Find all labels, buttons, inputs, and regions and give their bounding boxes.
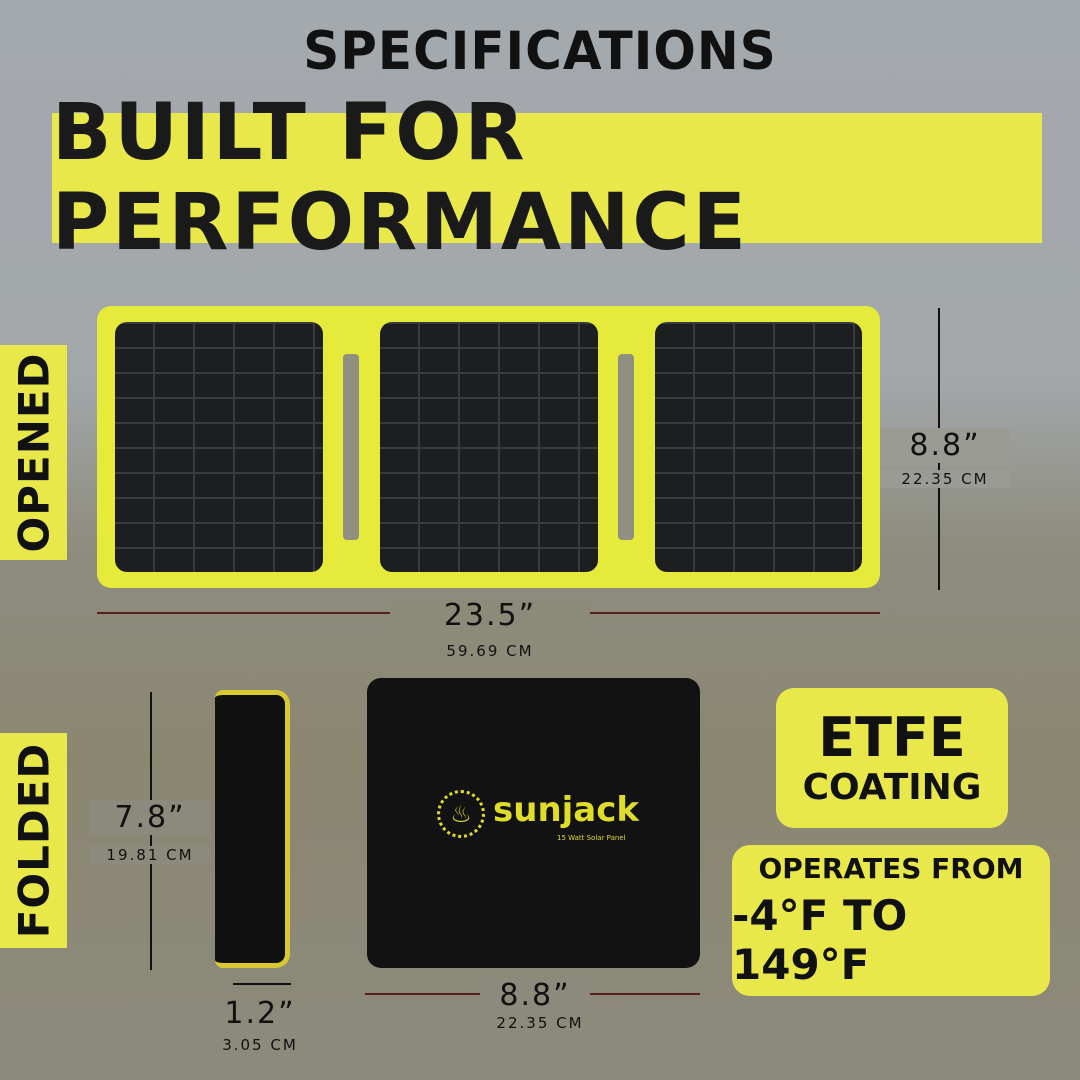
folded-width: 8.8” [480, 978, 590, 1013]
temperature-range: -4°F TO 149°F [732, 891, 908, 989]
folded-label: FOLDED [0, 733, 67, 948]
brand-logo: sunjack [493, 790, 640, 830]
solar-cell-panel [655, 322, 862, 572]
folded-depth: 1.2” [224, 996, 296, 1031]
page-title: SPECIFICATIONS [303, 20, 777, 82]
opened-label: OPENED [0, 345, 67, 560]
panel-slot [343, 354, 359, 540]
sun-flame-icon: ♨ [437, 790, 485, 838]
folded-width-cm: 22.35 CM [496, 1014, 584, 1032]
folded-side-view [215, 690, 290, 968]
logo-subtitle: 15 Watt Solar Panel [557, 834, 626, 842]
folded-panel-front: ♨ sunjack 15 Watt Solar Panel [367, 678, 700, 968]
solar-cell-panel [115, 322, 323, 572]
folded-height-cm: 19.81 CM [90, 846, 210, 864]
opened-width-cm: 59.69 CM [446, 642, 534, 660]
opened-width: 23.5” [390, 598, 590, 633]
opened-height: 8.8” [880, 428, 1010, 463]
folded-depth-cm: 3.05 CM [222, 1036, 298, 1054]
folded-height: 7.8” [90, 800, 210, 835]
etfe-coating-badge: ETFE COATING [776, 688, 1008, 828]
folded-depth-line [233, 983, 291, 985]
panel-slot [618, 354, 634, 540]
temperature-badge: OPERATES FROM -4°F TO 149°F [732, 845, 1050, 996]
solar-cell-panel [380, 322, 598, 572]
coating-text: COATING [802, 766, 982, 808]
etfe-text: ETFE [818, 705, 966, 769]
banner: BUILT FOR PERFORMANCE [52, 88, 1042, 268]
banner-text: BUILT FOR PERFORMANCE [52, 88, 749, 268]
opened-height-cm: 22.35 CM [880, 470, 1010, 488]
operates-text: OPERATES FROM [758, 852, 1024, 885]
